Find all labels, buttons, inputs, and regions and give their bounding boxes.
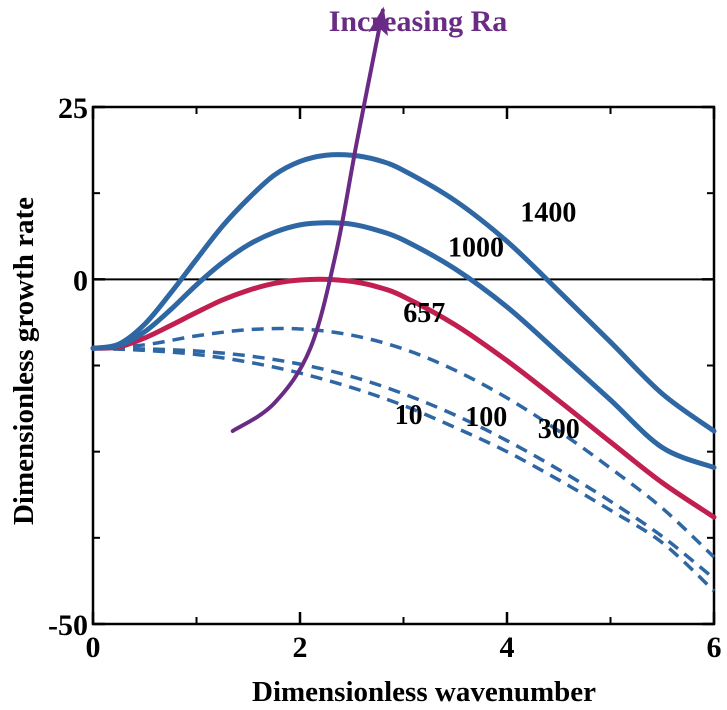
series-line-ra-300 — [92, 326, 716, 559]
plot-frame — [91, 105, 716, 626]
series-line-ra-657 — [90, 276, 717, 520]
y-axis-title: Dimensionless growth rate — [8, 197, 40, 525]
x-tick-label: 2 — [293, 631, 308, 664]
increasing-ra-label: Increasing Ra — [329, 5, 508, 38]
increasing-ra-arrow-shaft — [230, 8, 385, 433]
series-layer — [90, 152, 717, 593]
label-layer: 10 100 300 657 1000 1400 — [395, 197, 580, 444]
curve-label-ra-657: 657 — [403, 298, 445, 329]
curve-label-ra-10: 10 — [395, 400, 423, 431]
series-line-ra-1400 — [90, 152, 717, 434]
x-tick-label: 0 — [86, 631, 101, 664]
x-tick-label: 4 — [500, 631, 515, 664]
curve-label-ra-300: 300 — [538, 414, 580, 445]
series-line-ra-10 — [92, 346, 716, 593]
y-tick-label: -50 — [48, 609, 88, 642]
y-tick-label: 0 — [73, 264, 88, 297]
series-line-ra-100 — [92, 346, 716, 580]
curve-label-ra-100: 100 — [465, 402, 507, 433]
curve-label-ra-1000: 1000 — [448, 233, 504, 264]
curve-label-ra-1400: 1400 — [520, 197, 576, 228]
y-tick-label: 25 — [58, 92, 88, 125]
series-line-ra-1000 — [90, 220, 717, 471]
x-tick-label: 6 — [707, 631, 722, 664]
x-axis-title: Dimensionless wavenumber — [252, 676, 596, 708]
increasing-ra-arrowhead — [368, 6, 388, 36]
annotation-layer: Increasing Ra — [230, 5, 508, 433]
